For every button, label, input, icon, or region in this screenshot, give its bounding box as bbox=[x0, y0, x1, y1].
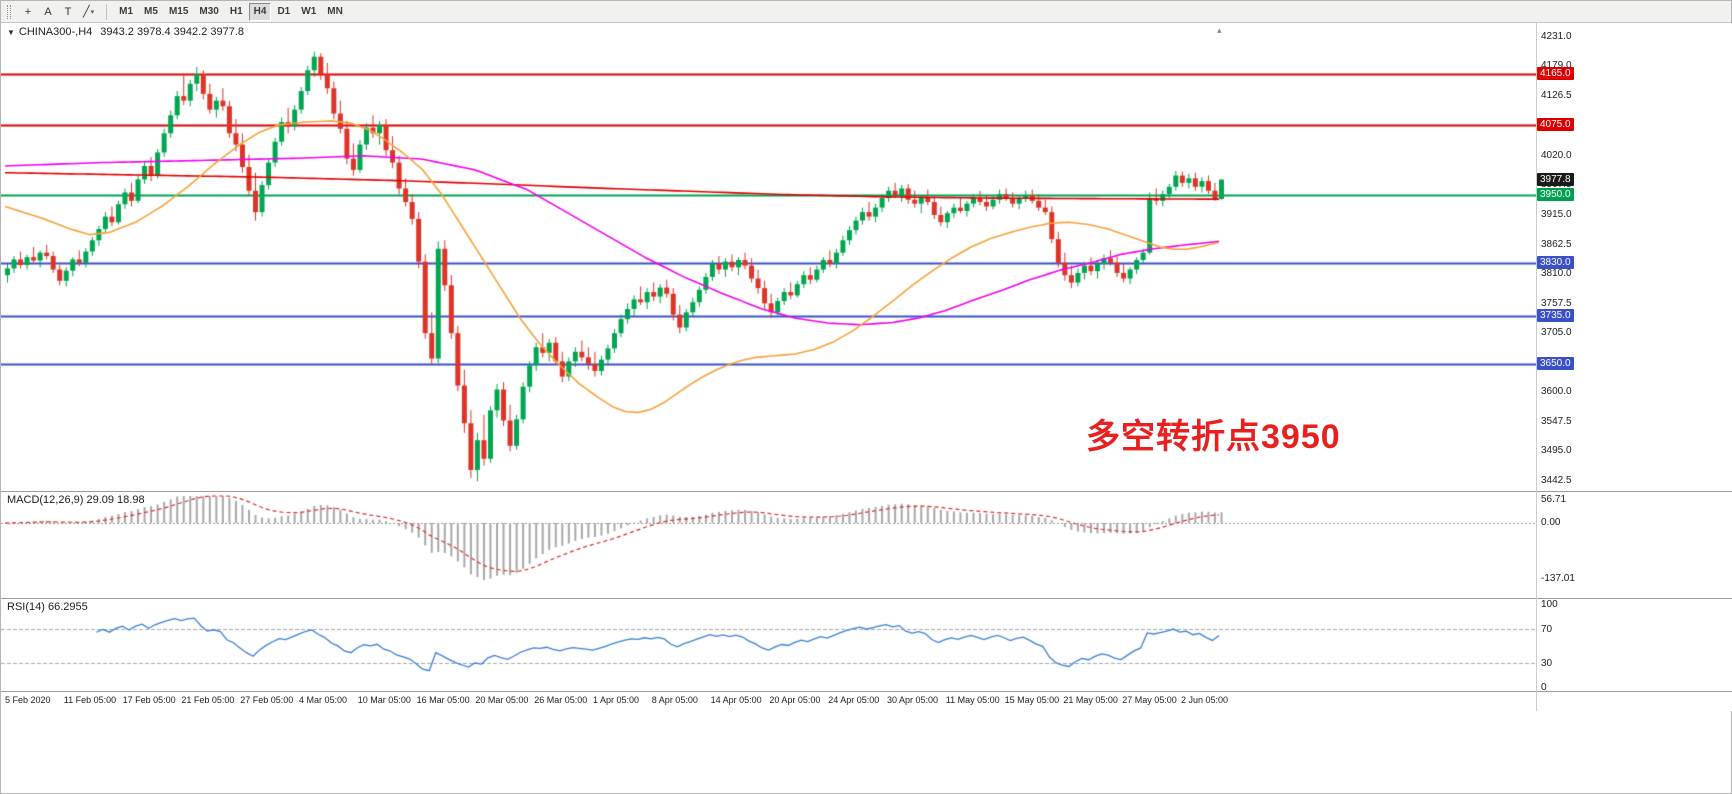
time-axis-label: 2 Jun 05:00 bbox=[1181, 695, 1229, 705]
timeframe-h4-button[interactable]: H4 bbox=[248, 2, 272, 21]
rsi-panel: RSI(14) 66.2955 100 70 30 0 bbox=[1, 598, 1732, 693]
rsi-label: RSI(14) 66.2955 bbox=[7, 601, 88, 613]
price-axis-label: 3600.0 bbox=[1541, 386, 1572, 398]
timeframe-m5-button[interactable]: M5 bbox=[144, 6, 158, 17]
price-axis-label: 3757.5 bbox=[1541, 297, 1572, 309]
time-axis-label: 10 Mar 05:00 bbox=[357, 695, 411, 705]
time-axis-label: 21 May 05:00 bbox=[1063, 695, 1118, 705]
main-chart-canvas[interactable] bbox=[1, 23, 1536, 491]
rsi-canvas[interactable] bbox=[1, 599, 1536, 691]
crosshair-tool-button[interactable]: + bbox=[24, 5, 32, 18]
time-axis-label: 5 Feb 2020 bbox=[5, 695, 51, 705]
time-axis-label: 8 Apr 05:00 bbox=[651, 695, 698, 705]
time-axis-label: 20 Apr 05:00 bbox=[769, 695, 821, 705]
time-axis-label: 30 Apr 05:00 bbox=[887, 695, 939, 705]
time-axis-label: 27 May 05:00 bbox=[1122, 695, 1177, 705]
timeframe-m15-button[interactable]: M15 bbox=[168, 6, 189, 17]
macd-axis-label: 0.00 bbox=[1541, 517, 1561, 528]
time-axis-label: 14 Apr 05:00 bbox=[710, 695, 762, 705]
time-axis-label: 15 May 05:00 bbox=[1004, 695, 1060, 705]
price-tag-3735.0: 3735.0 bbox=[1537, 309, 1574, 323]
time-axis-label: 21 Feb 05:00 bbox=[181, 695, 235, 705]
price-axis-label: 4179.0 bbox=[1541, 60, 1572, 72]
toolbar-separator bbox=[106, 3, 108, 20]
chevron-down-icon: ▾ bbox=[90, 8, 95, 16]
timeframe-m30-button[interactable]: M30 bbox=[199, 6, 219, 17]
chart-text-annotation[interactable]: 多空转折点3950 bbox=[1086, 418, 1341, 456]
rsi-axis-label: 70 bbox=[1541, 624, 1553, 636]
timeframe-d1-button[interactable]: D1 bbox=[277, 6, 291, 17]
price-axis-label: 3547.5 bbox=[1541, 415, 1572, 427]
macd-axis-label: -137.01 bbox=[1541, 573, 1575, 584]
time-axis-label: 11 May 05:00 bbox=[945, 695, 1000, 705]
price-axis-label: 4126.5 bbox=[1541, 89, 1572, 101]
timeframe-h1-button[interactable]: H1 bbox=[229, 6, 243, 17]
toolbar: + A T ╱ ▾ M1 M5 M15 M30 H1 H4 D1 W1 MN bbox=[1, 1, 1731, 23]
chart-shift-marker-icon[interactable]: ▴ bbox=[1217, 25, 1222, 35]
price-axis-label: 4231.0 bbox=[1541, 31, 1572, 42]
tool-buttons: + A T ╱ ▾ bbox=[18, 3, 99, 21]
collapse-triangle-icon[interactable]: ▼ bbox=[7, 28, 15, 37]
axis-divider bbox=[1536, 23, 1537, 711]
price-tag-3977.8: 3977.8 bbox=[1537, 172, 1574, 186]
price-axis-label: 3442.5 bbox=[1541, 475, 1572, 486]
time-axis-label: 16 Mar 05:00 bbox=[416, 695, 470, 705]
timeframe-buttons: M1 M5 M15 M30 H1 H4 D1 W1 MN bbox=[114, 2, 348, 21]
timeframe-m1-button[interactable]: M1 bbox=[119, 6, 134, 17]
time-axis-label: 20 Mar 05:00 bbox=[475, 695, 529, 705]
price-axis-label: 3810.0 bbox=[1541, 268, 1572, 280]
price-axis-label: 4020.0 bbox=[1541, 149, 1572, 161]
shapes-tool-button[interactable]: ╱ ▾ bbox=[83, 6, 95, 18]
time-axis-label: 4 Mar 05:00 bbox=[299, 695, 348, 705]
main-chart-panel: ▼ CHINA300-,H4 3943.2 3978.4 3942.2 3977.8… bbox=[1, 23, 1732, 491]
macd-label: MACD(12,26,9) 29.09 18.98 bbox=[7, 494, 145, 506]
time-axis-label: 1 Apr 05:00 bbox=[593, 695, 640, 705]
time-axis-label: 26 Mar 05:00 bbox=[534, 695, 588, 705]
time-axis-label: 17 Feb 05:00 bbox=[122, 695, 176, 705]
rsi-axis-label: 30 bbox=[1541, 657, 1553, 669]
text-tool-button[interactable]: T bbox=[64, 5, 72, 18]
timeframe-w1-button[interactable]: W1 bbox=[301, 6, 317, 17]
price-tag-3650.0: 3650.0 bbox=[1537, 357, 1574, 371]
chart-title: ▼ CHINA300-,H4 3943.2 3978.4 3942.2 3977.8 bbox=[7, 26, 244, 38]
price-axis-label: 3495.0 bbox=[1541, 445, 1572, 457]
price-tag-4165.0: 4165.0 bbox=[1537, 67, 1574, 81]
rsi-axis-label: 100 bbox=[1541, 599, 1558, 610]
price-tag-3950.0: 3950.0 bbox=[1537, 188, 1574, 202]
time-axis[interactable]: 5 Feb 2020 11 Feb 05:00 17 Feb 05:00 21 Feb… bbox=[1, 691, 1732, 711]
time-axis-label: 11 Feb 05:00 bbox=[63, 695, 117, 705]
time-axis-label: 27 Feb 05:00 bbox=[240, 695, 294, 705]
macd-axis-label: 56.71 bbox=[1541, 493, 1567, 505]
macd-canvas[interactable] bbox=[1, 492, 1536, 598]
toolbar-grip[interactable] bbox=[7, 4, 11, 19]
price-axis-label: 3705.0 bbox=[1541, 327, 1572, 339]
price-axis-label: 3915.0 bbox=[1541, 208, 1572, 220]
price-tag-3830.0: 3830.0 bbox=[1537, 255, 1574, 269]
price-axis-label: 3862.5 bbox=[1541, 238, 1572, 250]
price-tag-4075.0: 4075.0 bbox=[1537, 117, 1574, 131]
timeframe-mn-button[interactable]: MN bbox=[327, 6, 343, 17]
macd-panel: MACD(12,26,9) 29.09 18.98 56.71 0.00 -137.… bbox=[1, 491, 1732, 598]
rsi-axis-label: 0 bbox=[1541, 682, 1547, 693]
time-axis-label: 24 Apr 05:00 bbox=[828, 695, 880, 705]
ohlc-values: 3943.2 3978.4 3942.2 3977.8 bbox=[100, 26, 245, 38]
arrow-tool-button[interactable]: A bbox=[44, 5, 52, 18]
symbol-period-label: CHINA300-,H4 bbox=[18, 26, 93, 38]
